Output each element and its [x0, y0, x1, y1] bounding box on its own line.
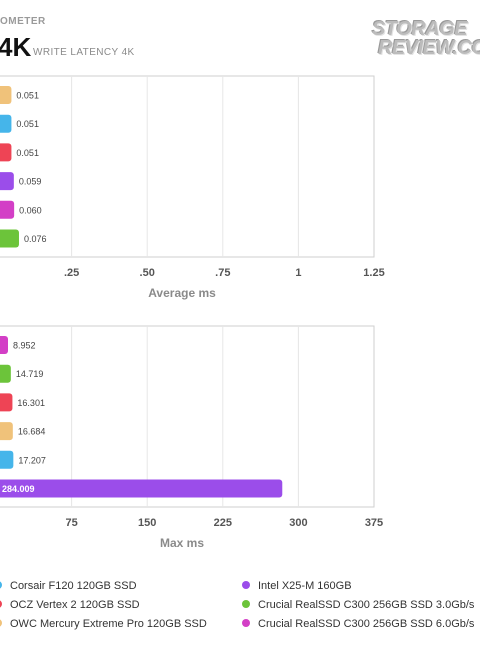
- legend-swatch: [242, 619, 250, 628]
- legend-label: OWC Mercury Extreme Pro 120GB SSD: [10, 618, 207, 630]
- chart1-bar: [0, 479, 283, 498]
- max-latency-chart: 75 150 225 300 375 8.952 14.719 16.301 16.684 17.…: [0, 325, 383, 550]
- legend-swatch: [0, 581, 2, 590]
- chart0-bar-value-label: 0.051: [16, 148, 39, 158]
- chart1-bar: [0, 364, 11, 383]
- storagereview-logo: STORAGE REVIEW.COM: [372, 18, 480, 64]
- chart1-bar: [0, 336, 8, 354]
- benchmark-name: OMETER: [0, 16, 46, 27]
- legend-swatch: [242, 581, 250, 590]
- chart1-bar: [0, 393, 13, 412]
- test-title: 4K: [0, 32, 32, 62]
- legend-label: Corsair F120 120GB SSD: [10, 580, 137, 592]
- chart0-bar-value-label: 0.060: [19, 205, 42, 215]
- chart1-tick-label: 75: [65, 517, 77, 529]
- legend-label: Crucial RealSSD C300 256GB SSD 6.0Gb/s: [258, 618, 475, 630]
- legend-label: Crucial RealSSD C300 256GB SSD 3.0Gb/s: [258, 599, 475, 611]
- chart0-tick-label: .50: [140, 267, 155, 279]
- legend-swatch: [242, 600, 250, 609]
- legend-label: OCZ Vertex 2 120GB SSD: [10, 599, 140, 611]
- chart0-tick-label: .25: [64, 267, 79, 279]
- chart0-tick-label: 1: [295, 267, 301, 279]
- chart1-bar: [0, 450, 14, 469]
- legend-swatch: [0, 619, 2, 628]
- chart-legend: Corsair F120 120GB SSD Intel X25-M 160GB O…: [0, 580, 480, 640]
- chart0-bar: [0, 200, 15, 219]
- test-subtitle: WRITE LATENCY 4K: [33, 47, 135, 58]
- chart1-bar-value-label: 16.301: [17, 398, 45, 408]
- legend-item: Crucial RealSSD C300 256GB SSD 3.0Gb/s: [242, 599, 474, 611]
- chart0-bar-value-label: 0.051: [16, 91, 39, 101]
- chart0-bar-value-label: 0.059: [19, 177, 42, 187]
- chart0-bar: [0, 229, 19, 248]
- logo-line-1: STORAGE: [372, 18, 468, 40]
- chart1-axis-label: Max ms: [160, 536, 204, 550]
- chart0-tick-label: .75: [215, 267, 230, 279]
- chart0-axis-label: Average ms: [148, 286, 216, 300]
- chart1-plot-frame: [0, 325, 375, 508]
- chart1-bar-value-label: 284.009: [2, 484, 35, 494]
- chart0-bar: [0, 143, 12, 162]
- logo-line-2: REVIEW.COM: [378, 37, 480, 59]
- chart0-bar: [0, 172, 14, 191]
- chart1-bar: [0, 422, 13, 441]
- legend-item: Crucial RealSSD C300 256GB SSD 6.0Gb/s: [242, 618, 474, 630]
- chart1-bar-value-label: 17.207: [18, 455, 46, 465]
- chart0-bar: [0, 114, 12, 133]
- chart1-tick-label: 225: [214, 517, 232, 529]
- chart1-bar-value-label: 14.719: [16, 369, 44, 379]
- chart1-tick-label: 150: [138, 517, 156, 529]
- chart1-tick-label: 375: [365, 517, 383, 529]
- legend-item: Intel X25-M 160GB: [242, 580, 352, 592]
- chart1-tick-label: 300: [289, 517, 307, 529]
- chart1-bar-value-label: 8.952: [13, 341, 36, 351]
- chart0-bar-value-label: 0.051: [16, 119, 39, 129]
- average-latency-chart: .25 .50 .75 1 1.25 0.051 0.051 0.051 0.059 0.060 0…: [0, 75, 385, 300]
- chart0-plot-frame: [0, 75, 375, 258]
- legend-swatch: [0, 600, 2, 609]
- chart1-bar-value-label: 16.684: [18, 427, 46, 437]
- legend-item: Corsair F120 120GB SSD: [0, 580, 137, 592]
- chart0-bar: [0, 86, 12, 104]
- legend-label: Intel X25-M 160GB: [258, 580, 352, 592]
- legend-item: OCZ Vertex 2 120GB SSD: [0, 599, 140, 611]
- chart0-bar-value-label: 0.076: [24, 234, 47, 244]
- chart0-tick-label: 1.25: [363, 267, 384, 279]
- legend-item: OWC Mercury Extreme Pro 120GB SSD: [0, 618, 207, 630]
